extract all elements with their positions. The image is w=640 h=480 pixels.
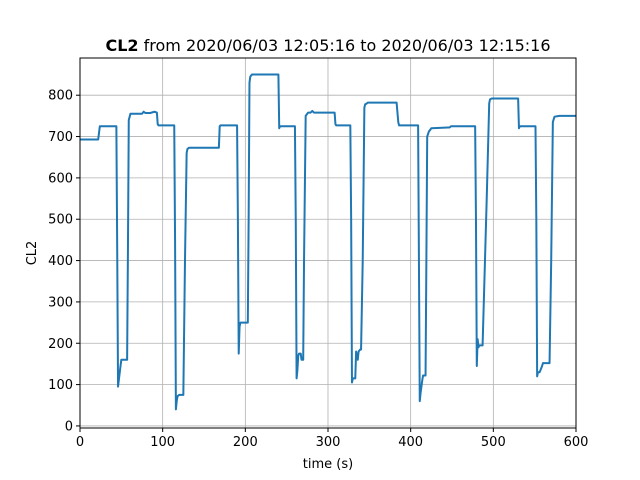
y-tick-label: 100 [48,378,73,393]
x-tick-label: 500 [481,435,506,450]
x-tick-label: 600 [564,435,589,450]
y-tick-label: 0 [65,419,73,434]
x-tick-label: 300 [316,435,341,450]
x-tick-label: 100 [150,435,175,450]
chart-title: CL2 from 2020/06/03 12:05:16 to 2020/06/… [105,36,550,55]
y-tick-label: 500 [48,213,73,228]
y-tick-label: 600 [48,171,73,186]
ticks: 0 100 200 300 400 500 600 0 100 200 300 400 500 600 70… [48,89,588,450]
x-tick-label: 0 [76,435,84,450]
series-group [80,73,576,411]
x-tick-label: 400 [398,435,423,450]
y-tick-label: 400 [48,254,73,269]
grid [79,58,577,428]
y-tick-label: 200 [48,337,73,352]
x-axis-label: time (s) [303,457,353,472]
series-line-cl2 [80,73,576,411]
y-tick-label: 700 [48,130,73,145]
y-axis-label: CL2 [25,241,40,266]
chart-title-rest: from 2020/06/03 12:05:16 to 2020/06/03 1… [139,36,551,55]
x-tick-label: 200 [233,435,258,450]
y-tick-label: 800 [48,89,73,104]
y-tick-label: 300 [48,295,73,310]
chart-title-bold: CL2 [105,36,138,55]
